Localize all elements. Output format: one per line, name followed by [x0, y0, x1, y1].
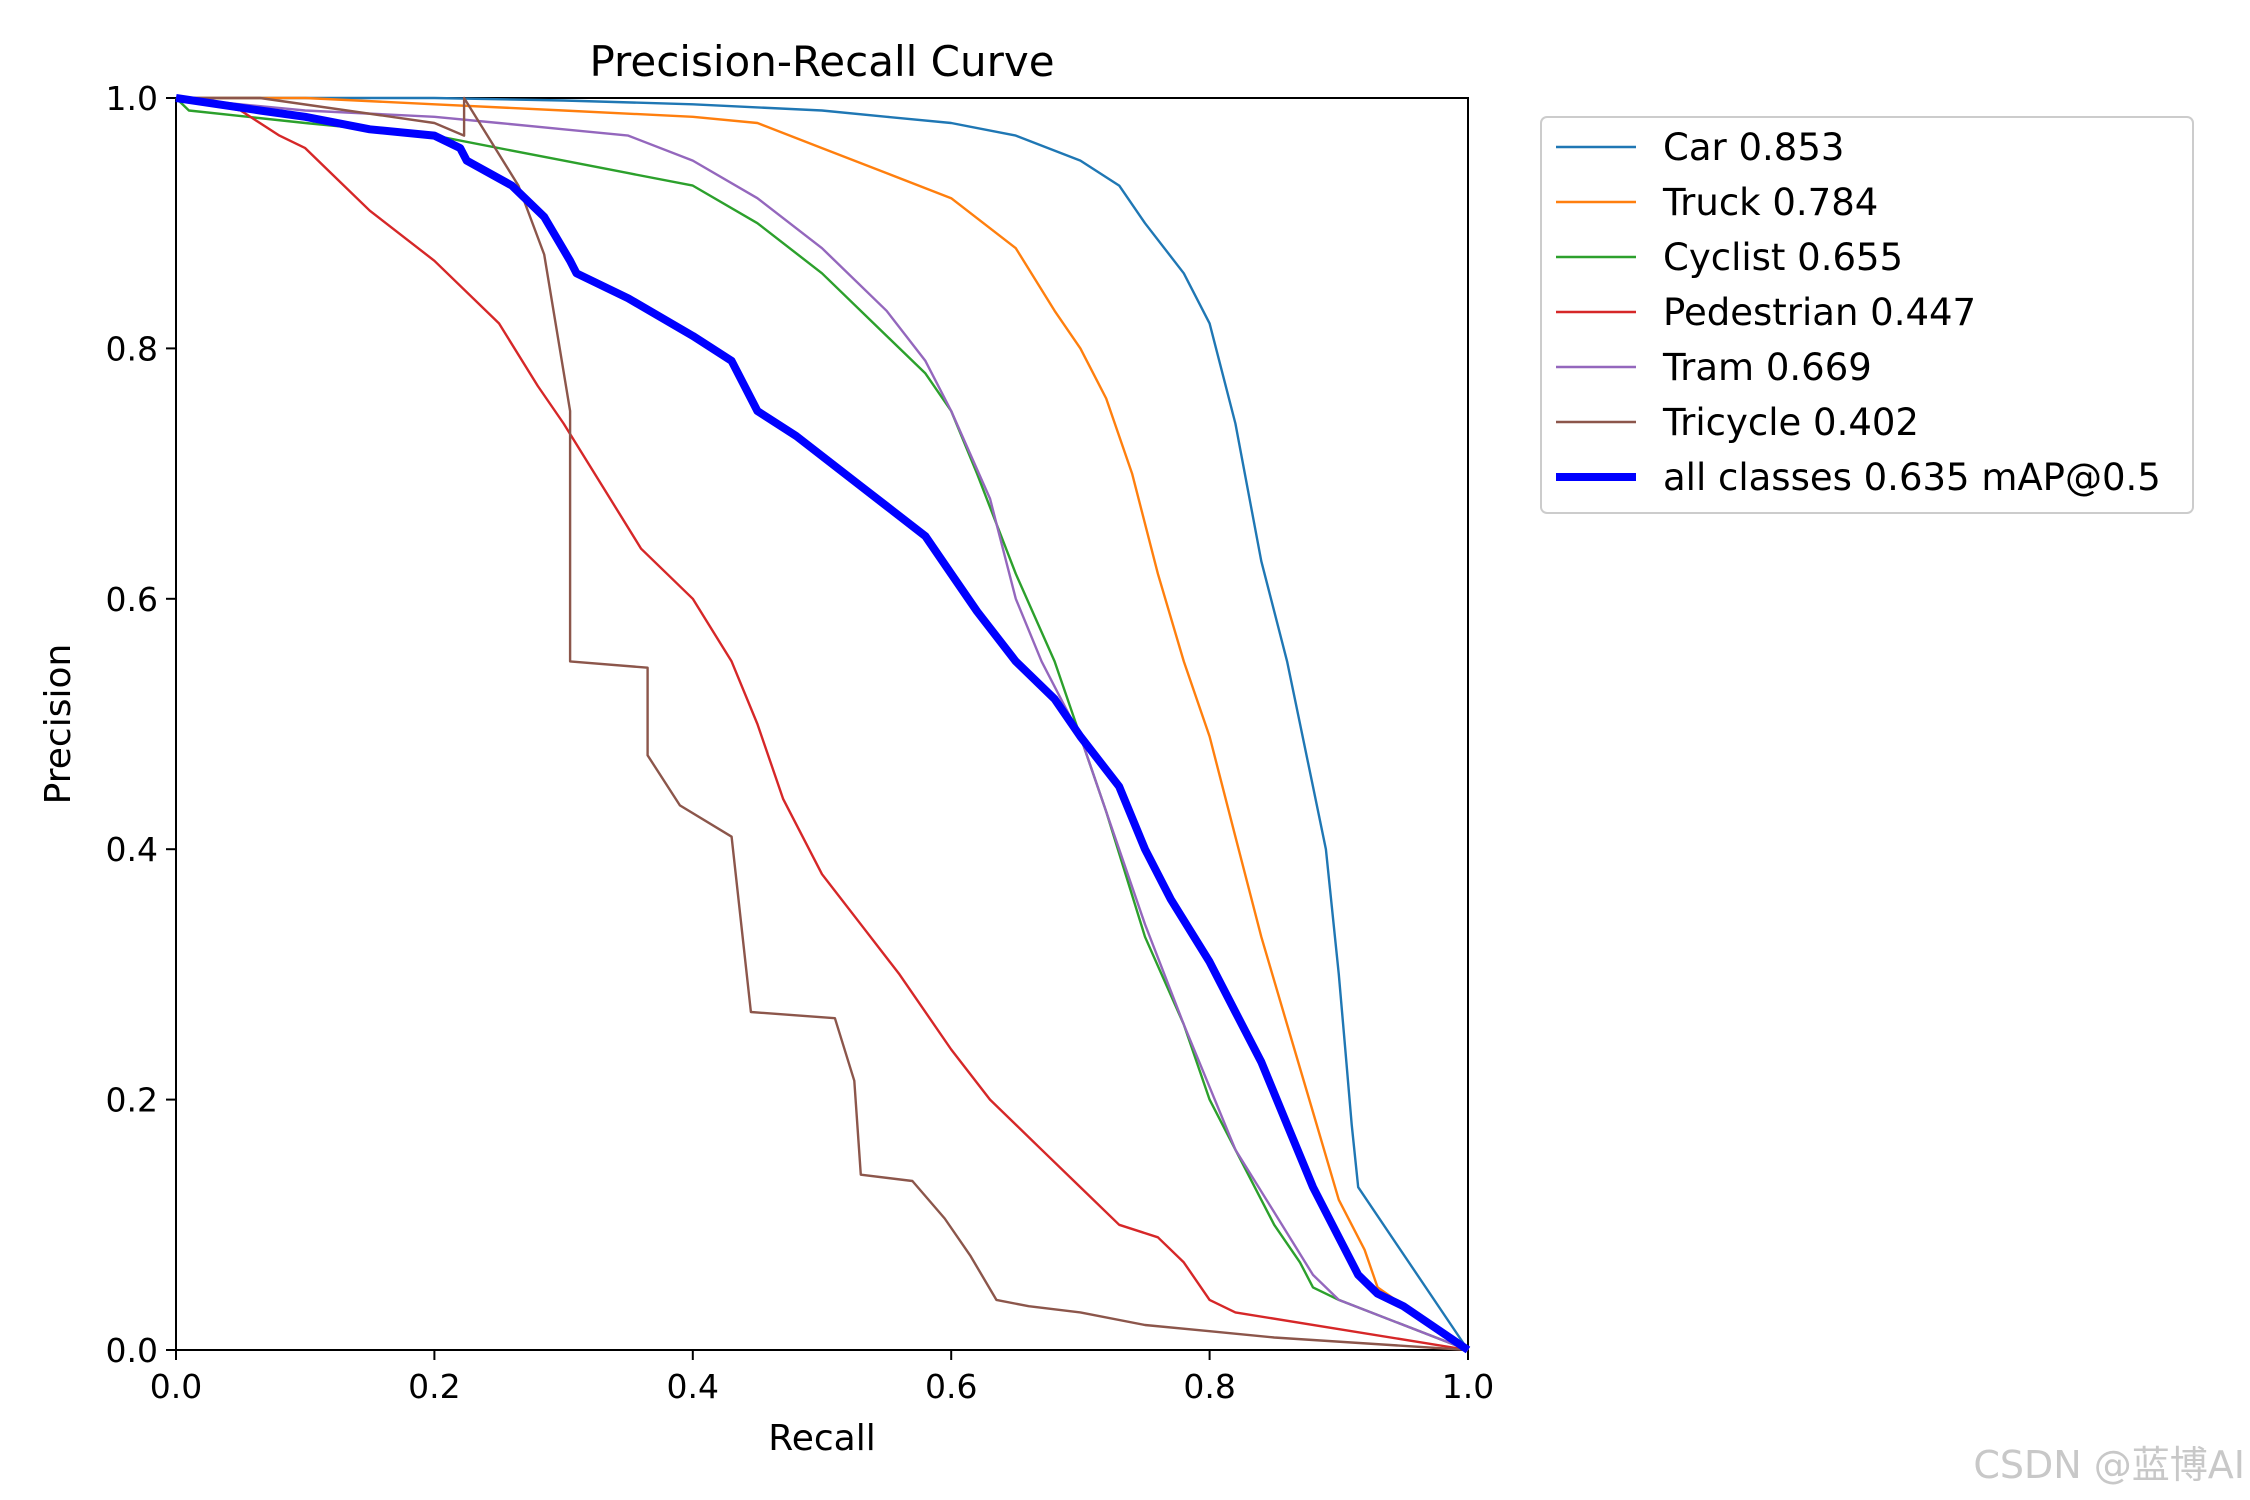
y-tick-label: 0.0 — [106, 1331, 158, 1370]
legend-entry: Pedestrian 0.447 — [1663, 291, 1976, 334]
plot-area — [175, 97, 1469, 1351]
y-tick-label: 0.6 — [106, 580, 158, 619]
y-axis-label: Precision — [38, 644, 79, 805]
series-line-car — [176, 96, 1469, 1351]
x-tick-label: 0.0 — [150, 1367, 202, 1406]
series-line-pedestrian — [175, 96, 1469, 1352]
series-line-tricycle — [176, 96, 1469, 1352]
series-line-truck — [176, 96, 1469, 1351]
x-tick-label: 1.0 — [1442, 1367, 1494, 1406]
axis-ticks: 0.0 0.2 0.4 0.6 0.8 1.0 0.0 0.2 0.4 0.6 0.8 1.0 — [106, 79, 1495, 1406]
legend-entry: Truck 0.784 — [1662, 181, 1878, 224]
x-tick-label: 0.4 — [667, 1367, 719, 1406]
x-axis-label: Recall — [768, 1418, 875, 1459]
y-tick-label: 0.4 — [106, 830, 158, 869]
legend-entry: all classes 0.635 mAP@0.5 — [1663, 456, 2161, 499]
legend-box — [1540, 116, 2194, 514]
y-tick-label: 1.0 — [106, 79, 158, 118]
legend-entry: Tricycle 0.402 — [1662, 401, 1919, 444]
legend-entry: Tram 0.669 — [1662, 346, 1872, 389]
series-lines — [175, 94, 1471, 1354]
legend-entry: Car 0.853 — [1663, 126, 1844, 169]
y-tick-label: 0.8 — [106, 329, 158, 368]
legend: Car 0.853 Truck 0.784 Cyclist 0.655 Pedestr… — [1556, 126, 2161, 499]
x-tick-label: 0.8 — [1183, 1367, 1235, 1406]
legend-entry: Cyclist 0.655 — [1663, 236, 1903, 279]
series-line-tram — [175, 96, 1469, 1352]
series-line-all-classes — [175, 94, 1471, 1354]
watermark: CSDN @蓝博AI — [1973, 1443, 2245, 1487]
y-tick-label: 0.2 — [106, 1081, 158, 1120]
x-tick-label: 0.2 — [408, 1367, 460, 1406]
chart-title: Precision-Recall Curve — [589, 37, 1054, 86]
x-tick-label: 0.6 — [925, 1367, 977, 1406]
